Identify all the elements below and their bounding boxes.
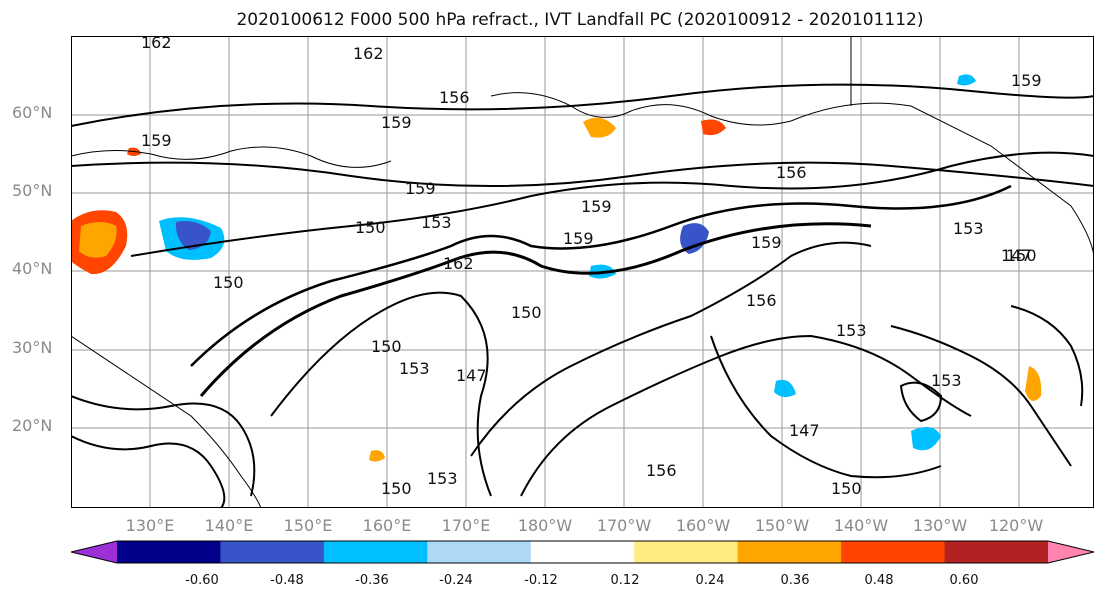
- latitude-label: 50°N: [12, 181, 53, 200]
- colorbar-tick-label: -0.12: [524, 573, 558, 588]
- colorbar-segment: [944, 541, 1049, 563]
- colorbar-segment: [841, 541, 946, 563]
- contour-label: 156: [646, 461, 677, 480]
- contour-label: 153: [953, 219, 984, 238]
- contour-label: 159: [405, 179, 436, 198]
- colorbar-tick-label: -0.36: [355, 573, 389, 588]
- contour-label: 159: [563, 229, 594, 248]
- longitude-label: 160°E: [362, 516, 412, 535]
- colorbar-extend-max: [1048, 541, 1094, 563]
- contour-label: 150: [371, 337, 402, 356]
- contour-label: 150: [511, 303, 542, 322]
- contour-label: 150: [213, 273, 244, 292]
- contour-label: 153: [931, 371, 962, 390]
- colorbar-segment: [323, 541, 428, 563]
- longitude-label: 170°E: [441, 516, 491, 535]
- gridlines: [71, 36, 1094, 508]
- contour-label: 162: [443, 254, 474, 273]
- colorbar: [70, 540, 1095, 564]
- contour-label: 153: [836, 321, 867, 340]
- contour-label: 159: [751, 233, 782, 252]
- latitude-label: 60°N: [12, 103, 53, 122]
- colorbar-tick-label: -0.24: [439, 573, 473, 588]
- colorbar-segment: [220, 541, 325, 563]
- longitude-label: 170°W: [596, 516, 652, 535]
- contour-label: 153: [421, 213, 452, 232]
- longitude-label: 140°E: [204, 516, 254, 535]
- contour-label: 150: [381, 479, 412, 498]
- colorbar-svg: [70, 540, 1095, 564]
- longitude-label: 120°W: [988, 516, 1044, 535]
- colorbar-extend-min: [71, 541, 117, 563]
- contour-label: 150: [1006, 246, 1037, 265]
- colorbar-segment: [737, 541, 842, 563]
- contour-value-labels: 162 162 156 159 159 159 159 156 150 153 …: [141, 36, 1042, 498]
- ivt-shading: [71, 74, 1042, 462]
- coastlines: [71, 36, 1094, 508]
- colorbar-tick-label: -0.60: [185, 573, 219, 588]
- longitude-label: 140°W: [833, 516, 889, 535]
- contour-label: 156: [746, 291, 777, 310]
- latitude-label: 30°N: [12, 338, 53, 357]
- contour-label: 147: [1001, 246, 1032, 265]
- contour-label: 147: [456, 366, 487, 385]
- longitude-label: 180°W: [517, 516, 573, 535]
- map-canvas: 162 162 156 159 159 159 159 156 150 153 …: [71, 36, 1094, 508]
- latitude-label: 20°N: [12, 416, 53, 435]
- map-area: 162 162 156 159 159 159 159 156 150 153 …: [71, 36, 1094, 508]
- longitude-label: 160°W: [675, 516, 731, 535]
- map-title: 2020100612 F000 500 hPa refract., IVT La…: [236, 10, 924, 30]
- contour-lines: [71, 83, 1094, 508]
- colorbar-tick-label: -0.48: [270, 573, 304, 588]
- longitude-label: 150°W: [754, 516, 810, 535]
- colorbar-segment: [634, 541, 739, 563]
- colorbar-segment: [117, 541, 221, 563]
- contour-label: 159: [141, 131, 172, 150]
- longitude-label: 130°W: [912, 516, 968, 535]
- contour-label: 159: [1011, 71, 1042, 90]
- colorbar-tick-label: 0.60: [949, 573, 979, 588]
- longitude-label: 150°E: [283, 516, 333, 535]
- colorbar-segment: [427, 541, 532, 563]
- contour-label: 153: [427, 469, 458, 488]
- colorbar-tick-label: 0.24: [695, 573, 725, 588]
- longitude-label: 130°E: [125, 516, 175, 535]
- colorbar-tick-label: 0.36: [780, 573, 810, 588]
- colorbar-tick-label: 0.12: [610, 573, 640, 588]
- contour-label: 162: [353, 44, 384, 63]
- contour-label: 156: [776, 163, 807, 182]
- contour-label: 162: [141, 36, 172, 52]
- contour-label: 153: [399, 359, 430, 378]
- contour-label: 159: [581, 197, 612, 216]
- latitude-label: 40°N: [12, 259, 53, 278]
- contour-label: 147: [789, 421, 820, 440]
- contour-label: 156: [439, 88, 470, 107]
- colorbar-segment: [530, 541, 635, 563]
- contour-label: 150: [831, 479, 862, 498]
- contour-label: 150: [355, 218, 386, 237]
- contour-label: 159: [381, 113, 412, 132]
- colorbar-tick-label: 0.48: [864, 573, 894, 588]
